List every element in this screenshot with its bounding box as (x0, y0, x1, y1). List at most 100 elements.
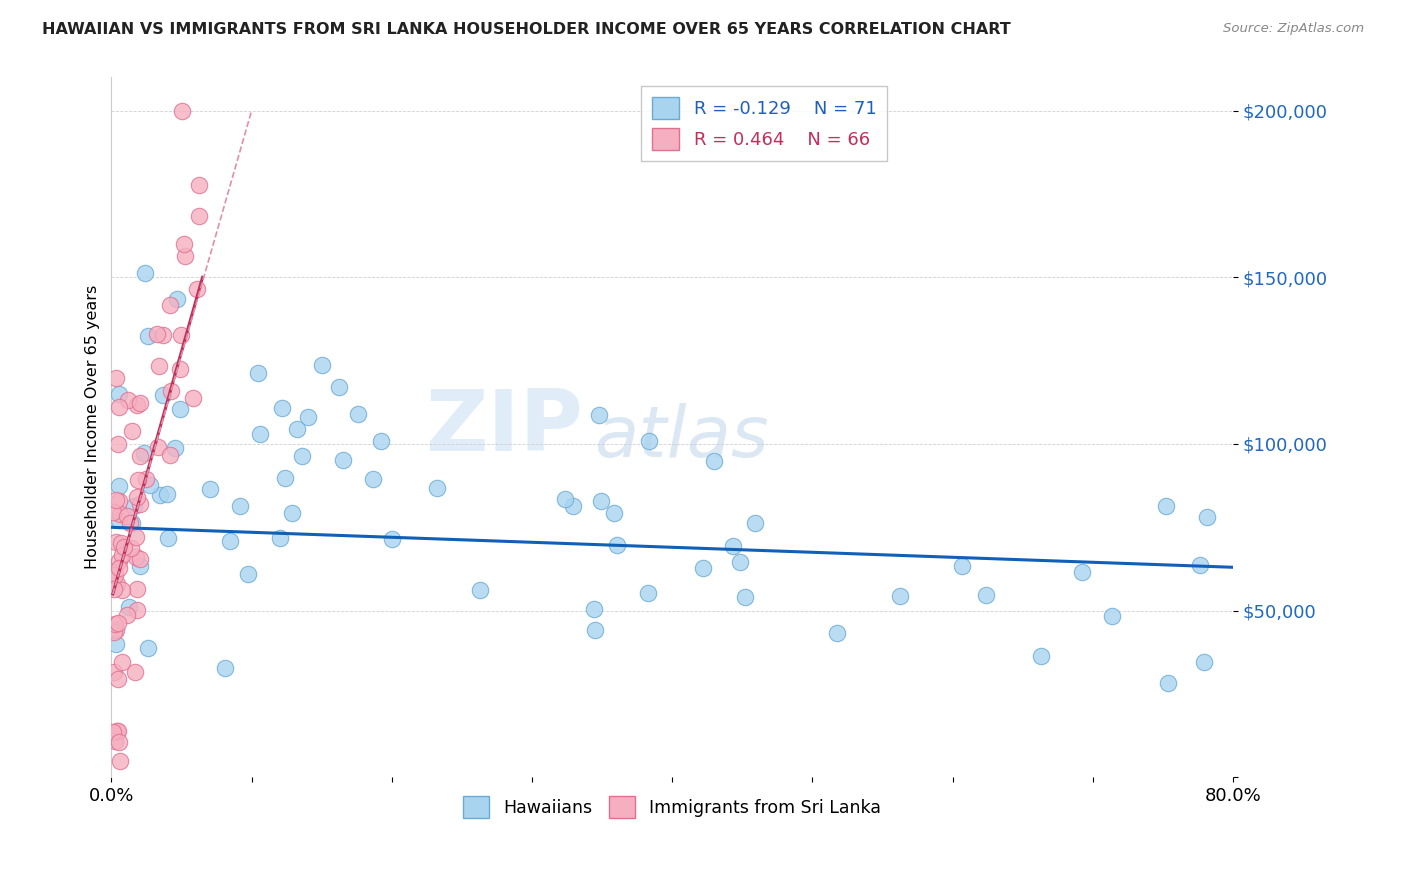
Point (270, 401, 292, 415)
Point (328, 380, 350, 394)
Point (104, 637, 127, 651)
Point (103, 582, 125, 596)
Point (285, 422, 308, 436)
Point (108, 513, 131, 527)
Point (1070, 565, 1092, 579)
Legend: Hawaiians, Immigrants from Sri Lanka: Hawaiians, Immigrants from Sri Lanka (456, 789, 889, 824)
Point (1101, 609, 1123, 624)
Point (228, 500, 250, 514)
Point (132, 446, 155, 460)
Point (103, 624, 125, 639)
Point (1157, 676, 1180, 690)
Point (120, 541, 142, 555)
Point (170, 103, 193, 118)
Point (214, 660, 236, 674)
Point (370, 434, 392, 448)
Point (108, 735, 131, 749)
Point (173, 237, 195, 252)
Point (1189, 558, 1212, 573)
Point (187, 209, 209, 223)
Point (104, 734, 127, 748)
Point (311, 358, 333, 372)
Point (128, 559, 150, 574)
Text: HAWAIIAN VS IMMIGRANTS FROM SRI LANKA HOUSEHOLDER INCOME OVER 65 YEARS CORRELATI: HAWAIIAN VS IMMIGRANTS FROM SRI LANKA HO… (42, 22, 1011, 37)
Point (108, 754, 131, 768)
Point (103, 505, 125, 519)
Point (115, 607, 138, 622)
Point (152, 387, 174, 401)
Point (107, 615, 129, 630)
Point (128, 497, 150, 511)
Point (108, 387, 131, 401)
Point (117, 392, 139, 407)
Point (117, 508, 139, 523)
Point (1197, 510, 1219, 524)
Point (149, 488, 172, 502)
Point (104, 616, 127, 631)
Point (108, 553, 131, 567)
Point (118, 516, 141, 531)
Point (723, 539, 745, 553)
Point (297, 409, 319, 424)
Point (638, 434, 661, 448)
Text: atlas: atlas (593, 403, 768, 473)
Point (249, 426, 271, 441)
Point (583, 623, 606, 637)
Point (247, 366, 270, 380)
Point (105, 493, 128, 508)
Point (825, 625, 848, 640)
Point (146, 440, 169, 454)
Point (1192, 656, 1215, 670)
Point (169, 402, 191, 417)
Point (1031, 648, 1053, 663)
Point (889, 589, 911, 603)
Point (554, 492, 576, 507)
Point (589, 494, 612, 508)
Point (950, 558, 973, 573)
Point (159, 448, 181, 462)
Point (273, 471, 295, 485)
Point (125, 490, 148, 504)
Point (703, 454, 725, 468)
Point (198, 482, 221, 496)
Point (562, 499, 585, 513)
Point (136, 640, 159, 655)
Point (136, 329, 159, 343)
Point (129, 396, 152, 410)
Point (219, 533, 242, 548)
Point (129, 449, 152, 463)
Point (104, 623, 127, 637)
Point (108, 494, 131, 508)
Point (134, 266, 156, 280)
Point (125, 398, 148, 412)
Point (170, 327, 193, 342)
Point (104, 370, 127, 384)
Point (121, 516, 143, 531)
Point (105, 577, 128, 591)
Point (127, 473, 149, 487)
Point (1154, 499, 1177, 513)
Point (165, 441, 187, 455)
Point (121, 425, 143, 439)
Point (174, 249, 197, 263)
Point (110, 507, 132, 521)
Point (148, 359, 170, 374)
Point (117, 599, 139, 614)
Point (332, 452, 354, 467)
Point (135, 472, 157, 486)
Point (127, 582, 149, 596)
Point (588, 409, 610, 423)
Point (692, 560, 714, 574)
Point (183, 392, 205, 406)
Point (744, 516, 766, 530)
Point (110, 536, 132, 550)
Point (112, 540, 135, 554)
Point (124, 550, 146, 565)
Text: Source: ZipAtlas.com: Source: ZipAtlas.com (1223, 22, 1364, 36)
Point (169, 362, 191, 376)
Point (111, 548, 134, 562)
Point (105, 723, 128, 738)
Point (103, 665, 125, 679)
Point (346, 407, 368, 421)
Point (124, 665, 146, 679)
